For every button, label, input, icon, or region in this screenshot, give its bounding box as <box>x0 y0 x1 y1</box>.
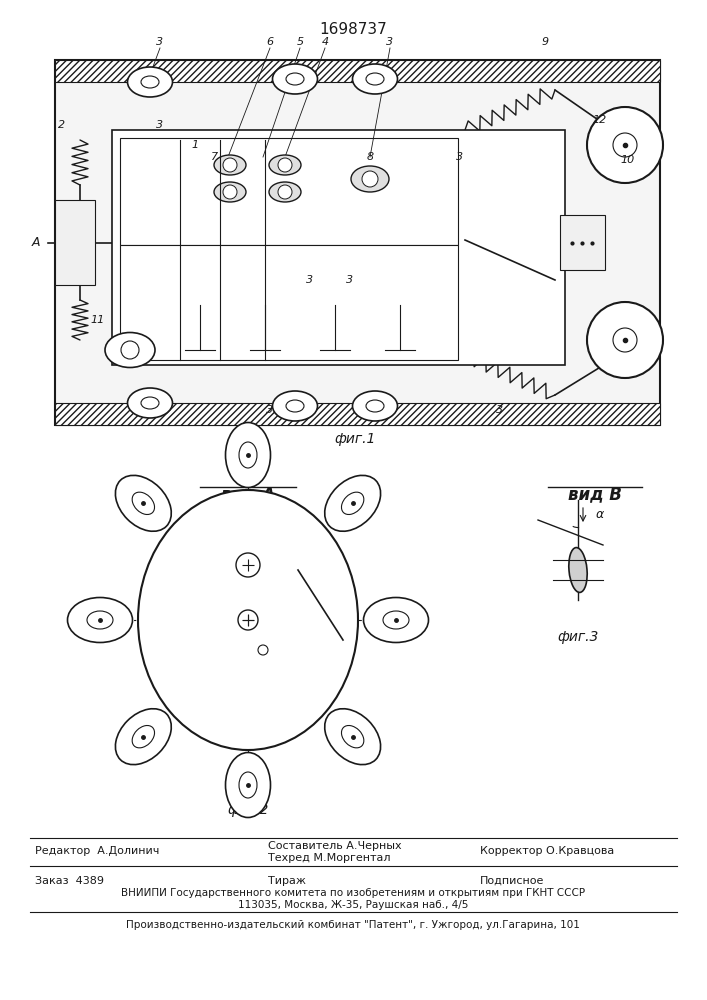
Ellipse shape <box>115 475 171 531</box>
Text: 7: 7 <box>211 152 218 162</box>
Circle shape <box>238 610 258 630</box>
Ellipse shape <box>269 182 301 202</box>
Ellipse shape <box>366 400 384 412</box>
Text: 3: 3 <box>156 37 163 47</box>
Circle shape <box>613 133 637 157</box>
Bar <box>120 138 458 245</box>
Ellipse shape <box>272 391 317 421</box>
Circle shape <box>258 645 268 655</box>
Polygon shape <box>55 60 660 425</box>
Text: Тираж: Тираж <box>268 876 306 886</box>
Ellipse shape <box>269 155 301 175</box>
Ellipse shape <box>286 400 304 412</box>
Ellipse shape <box>239 772 257 798</box>
Text: 12: 12 <box>593 115 607 125</box>
Ellipse shape <box>67 597 132 643</box>
Ellipse shape <box>366 73 384 85</box>
Text: 3: 3 <box>457 152 464 162</box>
Ellipse shape <box>138 490 358 750</box>
Ellipse shape <box>341 725 364 748</box>
Text: А: А <box>32 236 40 249</box>
Text: вид В: вид В <box>568 485 622 503</box>
Ellipse shape <box>363 597 428 643</box>
Circle shape <box>223 185 237 199</box>
Bar <box>560 215 605 270</box>
Ellipse shape <box>353 391 397 421</box>
Text: Подписное: Подписное <box>480 876 544 886</box>
Text: 2: 2 <box>59 120 66 130</box>
Circle shape <box>278 158 292 172</box>
Text: 9: 9 <box>542 37 549 47</box>
Bar <box>55 403 660 425</box>
Circle shape <box>587 107 663 183</box>
Bar <box>55 200 95 285</box>
Circle shape <box>223 158 237 172</box>
Text: ВНИИПИ Государственного комитета по изобретениям и открытиям при ГКНТ СССР: ВНИИПИ Государственного комитета по изоб… <box>121 888 585 898</box>
Text: фиг.2: фиг.2 <box>228 803 269 817</box>
Ellipse shape <box>105 332 155 367</box>
Ellipse shape <box>351 166 389 192</box>
Circle shape <box>236 553 260 577</box>
Ellipse shape <box>115 709 171 765</box>
Circle shape <box>278 185 292 199</box>
Text: 3: 3 <box>496 405 503 415</box>
Ellipse shape <box>132 492 155 515</box>
Ellipse shape <box>226 752 271 818</box>
Text: Заказ  4389: Заказ 4389 <box>35 876 104 886</box>
Ellipse shape <box>214 182 246 202</box>
Text: α: α <box>596 508 604 522</box>
Text: Составитель А.Черных: Составитель А.Черных <box>268 841 402 851</box>
Text: Редактор  А.Долинич: Редактор А.Долинич <box>35 846 159 856</box>
Text: 3: 3 <box>306 275 314 285</box>
Ellipse shape <box>325 709 380 765</box>
Ellipse shape <box>272 64 317 94</box>
Ellipse shape <box>341 492 364 515</box>
Text: Корректор О.Кравцова: Корректор О.Кравцова <box>480 846 614 856</box>
Ellipse shape <box>353 64 397 94</box>
Text: фиг.3: фиг.3 <box>557 630 599 644</box>
Text: 4: 4 <box>322 37 329 47</box>
Ellipse shape <box>132 725 155 748</box>
Text: 3: 3 <box>156 120 163 130</box>
Text: 8: 8 <box>366 152 373 162</box>
Text: 11: 11 <box>91 315 105 325</box>
Ellipse shape <box>383 611 409 629</box>
Text: 1: 1 <box>192 140 199 150</box>
Ellipse shape <box>214 155 246 175</box>
Text: 10: 10 <box>621 155 635 165</box>
Text: фиг.1: фиг.1 <box>334 432 375 446</box>
Circle shape <box>121 341 139 359</box>
Ellipse shape <box>141 397 159 409</box>
Text: 6: 6 <box>267 37 274 47</box>
Ellipse shape <box>127 67 173 97</box>
Ellipse shape <box>569 548 588 592</box>
Ellipse shape <box>286 73 304 85</box>
Text: Техред М.Моргентал: Техред М.Моргентал <box>268 853 390 863</box>
Text: 113035, Москва, Ж-35, Раушская наб., 4/5: 113035, Москва, Ж-35, Раушская наб., 4/5 <box>238 900 468 910</box>
Circle shape <box>613 328 637 352</box>
Text: 3: 3 <box>267 405 274 415</box>
Circle shape <box>362 171 378 187</box>
Ellipse shape <box>141 76 159 88</box>
Ellipse shape <box>127 388 173 418</box>
Bar <box>55 60 660 82</box>
Text: 1698737: 1698737 <box>319 22 387 37</box>
Text: 3: 3 <box>346 275 354 285</box>
Ellipse shape <box>325 475 380 531</box>
Bar <box>120 245 458 360</box>
Ellipse shape <box>87 611 113 629</box>
Text: Производственно-издательский комбинат "Патент", г. Ужгород, ул.Гагарина, 101: Производственно-издательский комбинат "П… <box>126 920 580 930</box>
Ellipse shape <box>226 422 271 488</box>
Text: 5: 5 <box>296 37 303 47</box>
Bar <box>112 130 565 365</box>
Text: 3: 3 <box>387 37 394 47</box>
Text: вид А: вид А <box>221 485 275 503</box>
Ellipse shape <box>239 442 257 468</box>
Circle shape <box>587 302 663 378</box>
